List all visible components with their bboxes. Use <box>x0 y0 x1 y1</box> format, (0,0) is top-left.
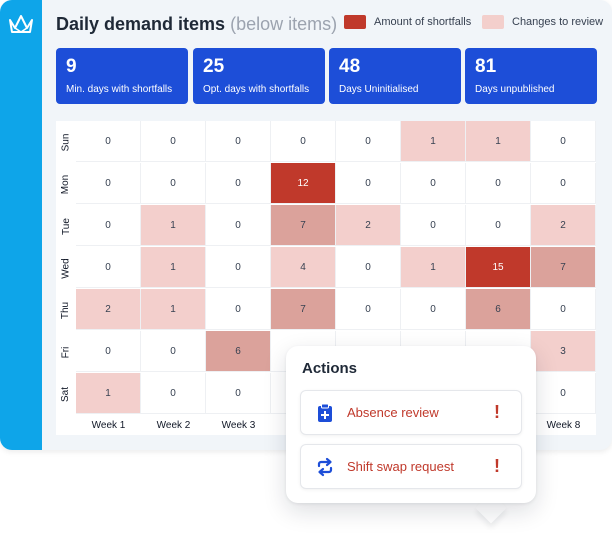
shift-swap-request-label: Shift swap request <box>347 459 454 474</box>
heatmap-cell[interactable]: 3 <box>531 331 596 372</box>
heatmap-cell[interactable]: 0 <box>401 163 466 204</box>
day-label-sat: Sat <box>56 373 76 415</box>
heatmap-cell[interactable]: 0 <box>466 205 531 246</box>
heatmap-cell[interactable]: 2 <box>531 205 596 246</box>
heatmap-cell[interactable]: 1 <box>141 247 206 288</box>
heatmap-cell[interactable]: 0 <box>206 205 271 246</box>
heatmap-cell[interactable]: 0 <box>76 205 141 246</box>
heatmap-cell[interactable]: 0 <box>336 163 401 204</box>
heatmap-cell[interactable]: 0 <box>206 247 271 288</box>
legend-swatch-review <box>482 15 504 29</box>
heatmap-cell[interactable]: 0 <box>141 163 206 204</box>
heatmap-cell[interactable]: 15 <box>466 247 531 288</box>
heatmap-cell[interactable]: 0 <box>401 289 466 330</box>
crown-logo-icon[interactable] <box>7 12 35 36</box>
day-label-tue: Tue <box>56 205 76 247</box>
day-label-mon: Mon <box>56 163 76 205</box>
heatmap-cell[interactable]: 12 <box>271 163 336 204</box>
heatmap-cell[interactable]: 0 <box>531 163 596 204</box>
heatmap-cell[interactable]: 4 <box>271 247 336 288</box>
heatmap-cell[interactable]: 2 <box>336 205 401 246</box>
stat-days-uninitialised[interactable]: 48 Days Uninitialised <box>329 48 461 104</box>
heatmap-cell[interactable]: 0 <box>401 205 466 246</box>
week-label: Week 3 <box>221 419 256 431</box>
stat-label: Days unpublished <box>475 84 555 95</box>
day-label-text: Thu <box>60 301 72 319</box>
week-label: Week 1 <box>91 419 126 431</box>
day-label-text: Wed <box>60 257 72 279</box>
heatmap-cell[interactable]: 6 <box>206 331 271 372</box>
heatmap-cell[interactable]: 0 <box>206 289 271 330</box>
stat-opt-days-shortfalls[interactable]: 25 Opt. days with shortfalls <box>193 48 325 104</box>
heatmap-cell[interactable]: 0 <box>531 373 596 414</box>
heatmap-cell[interactable]: 0 <box>76 163 141 204</box>
heatmap-cell[interactable]: 0 <box>141 331 206 372</box>
heatmap-cell[interactable]: 1 <box>76 373 141 414</box>
heatmap-cell[interactable]: 7 <box>271 289 336 330</box>
legend-swatch-shortfalls <box>344 15 366 29</box>
alert-icon: ! <box>494 402 500 422</box>
heatmap-cell[interactable]: 0 <box>271 121 336 162</box>
heatmap-cell[interactable]: 0 <box>206 163 271 204</box>
absence-review-label: Absence review <box>347 405 439 420</box>
heatmap-cell[interactable]: 0 <box>531 289 596 330</box>
heatmap-cell[interactable]: 7 <box>531 247 596 288</box>
sidebar <box>0 0 42 450</box>
heatmap-cell[interactable]: 1 <box>466 121 531 162</box>
stat-min-days-shortfalls[interactable]: 9 Min. days with shortfalls <box>56 48 188 104</box>
heatmap-cell[interactable]: 0 <box>76 331 141 372</box>
day-label-text: Sun <box>60 133 72 151</box>
title-text: Daily demand items <box>56 14 226 34</box>
heatmap-cell[interactable]: 7 <box>271 205 336 246</box>
legend-label-shortfalls: Amount of shortfalls <box>374 16 472 28</box>
heatmap-cell[interactable]: 0 <box>531 121 596 162</box>
page-title: Daily demand items (below items) <box>56 14 337 35</box>
day-label-fri: Fri <box>56 331 76 373</box>
week-label: Week 8 <box>546 419 581 431</box>
heatmap-cell[interactable]: 0 <box>76 247 141 288</box>
day-label-text: Fri <box>60 346 72 358</box>
actions-title: Actions <box>302 360 358 377</box>
title-subtitle: (below items) <box>230 14 338 34</box>
heatmap-cell[interactable]: 1 <box>141 205 206 246</box>
heatmap-cell[interactable]: 0 <box>206 121 271 162</box>
stat-value: 81 <box>475 56 497 77</box>
heatmap-cell[interactable]: 0 <box>206 373 271 414</box>
stat-value: 9 <box>66 56 77 77</box>
heatmap-cell[interactable]: 0 <box>336 121 401 162</box>
stat-label: Opt. days with shortfalls <box>203 84 310 95</box>
alert-icon: ! <box>494 456 500 476</box>
heatmap-cell[interactable]: 1 <box>401 121 466 162</box>
clipboard-plus-icon <box>318 403 332 422</box>
day-label-text: Sat <box>60 386 72 402</box>
stat-value: 25 <box>203 56 225 77</box>
week-label: Week 2 <box>156 419 191 431</box>
day-label-thu: Thu <box>56 289 76 331</box>
legend-review: Changes to review <box>482 15 603 29</box>
heatmap-cell[interactable]: 0 <box>141 373 206 414</box>
stat-value: 48 <box>339 56 361 77</box>
day-label-sun: Sun <box>56 121 76 163</box>
day-label-text: Mon <box>60 174 72 194</box>
swap-arrows-icon <box>317 457 333 476</box>
actions-popover: Actions Absence review ! Shift swap requ… <box>286 346 536 503</box>
heatmap-cell[interactable]: 0 <box>336 289 401 330</box>
day-label-text: Tue <box>60 217 72 235</box>
stat-label: Min. days with shortfalls <box>66 84 173 95</box>
heatmap-cell[interactable]: 0 <box>141 121 206 162</box>
day-label-wed: Wed <box>56 247 76 289</box>
heatmap-cell[interactable]: 0 <box>76 121 141 162</box>
shift-swap-request-button[interactable]: Shift swap request ! <box>300 444 522 489</box>
stat-days-unpublished[interactable]: 81 Days unpublished <box>465 48 597 104</box>
heatmap-cell[interactable]: 6 <box>466 289 531 330</box>
stat-label: Days Uninitialised <box>339 84 419 95</box>
heatmap-cell[interactable]: 0 <box>466 163 531 204</box>
absence-review-button[interactable]: Absence review ! <box>300 390 522 435</box>
heatmap-cell[interactable]: 1 <box>141 289 206 330</box>
legend-label-review: Changes to review <box>512 16 604 28</box>
heatmap-cell[interactable]: 0 <box>336 247 401 288</box>
legend-shortfalls: Amount of shortfalls <box>344 15 471 29</box>
heatmap-cell[interactable]: 1 <box>401 247 466 288</box>
heatmap-cell[interactable]: 2 <box>76 289 141 330</box>
